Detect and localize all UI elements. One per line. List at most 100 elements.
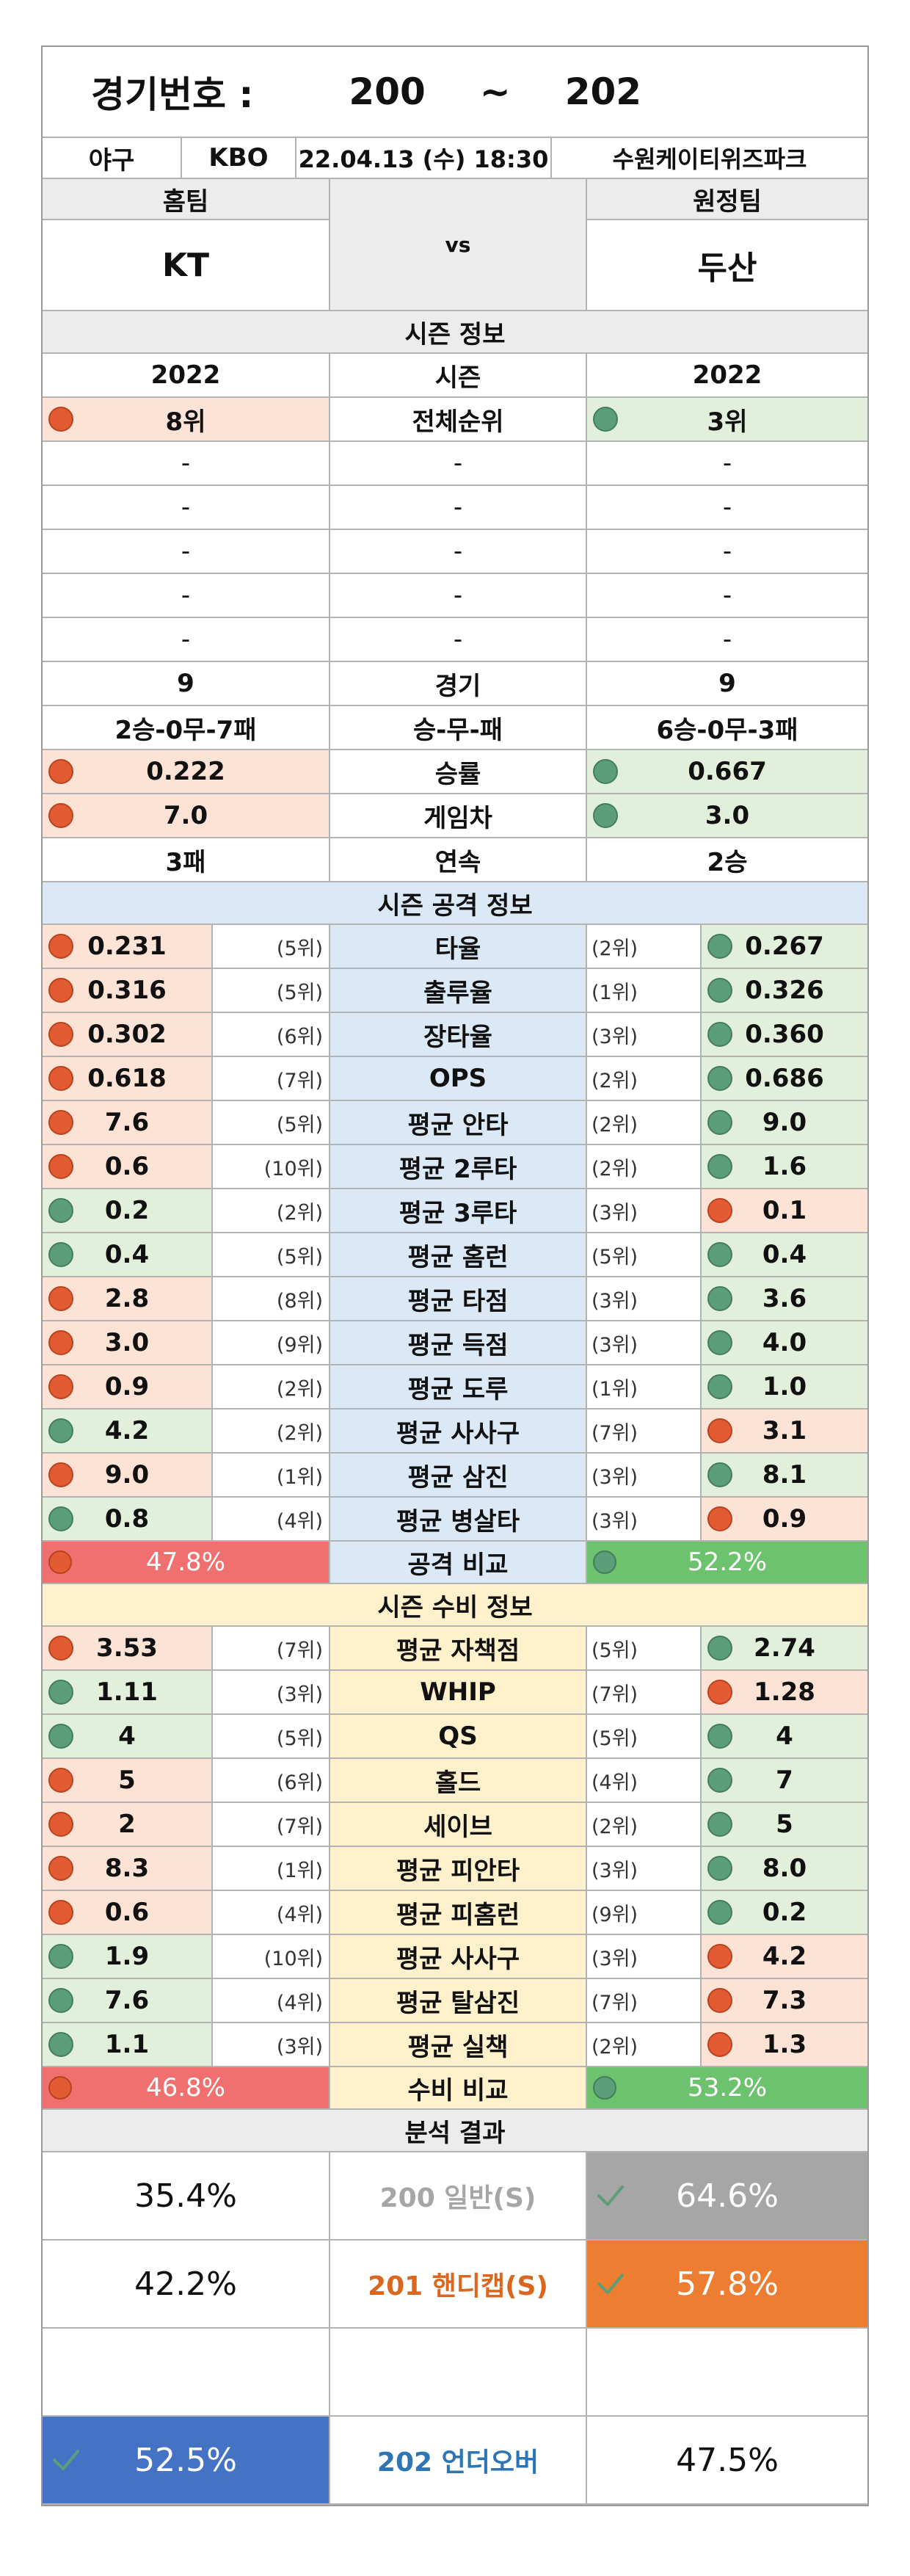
offense-away-rank: (7위) [587,1409,702,1452]
defense-home-value: 1.1 [43,2023,213,2066]
range-end: 202 [564,70,642,113]
green-circle-icon [593,2076,616,2100]
league-cell: KBO [182,138,296,178]
analysis-row [43,2329,867,2417]
red-circle-icon [48,1286,73,1311]
header-row: 경기번호 : 200 ~ 202 [43,47,867,138]
analysis-row: 42.2% 201 핸디캡(S) 57.8% [43,2241,867,2329]
green-circle-icon [707,1066,732,1091]
defense-away-rank: (9위) [587,1891,702,1934]
offense-away-rank: (3위) [587,1498,702,1540]
season-row: --- [43,530,867,574]
season-label: - [330,442,587,485]
green-circle-icon [48,1242,73,1267]
defense-away-rank: (2위) [587,2023,702,2066]
defense-away-value: 0.2 [702,1891,867,1934]
green-circle-icon [48,1724,73,1749]
offense-label: 평균 득점 [330,1321,587,1364]
red-circle-icon [48,1812,73,1837]
season-away-value: - [722,625,732,654]
defense-row: 5 (6위) 홀드 (4위) 7 [43,1759,867,1803]
red-circle-icon [707,1418,732,1443]
season-home-value: 2승-0무-7패 [43,706,330,749]
offense-away-value: 4.0 [702,1321,867,1364]
offense-home-value: 0.231 [43,925,213,968]
analysis-table: 35.4% 200 일반(S) 64.6% 42.2% 201 핸디캡(S) 57.8% 5… [43,2152,867,2505]
offense-table: 0.231 (5위) 타율 (2위) 0.267 0.316 (5위) 출루율 (1위) 0.32… [43,925,867,1542]
offense-row: 7.6 (5위) 평균 안타 (2위) 9.0 [43,1101,867,1145]
season-section-header: 시즌 정보 [43,311,867,354]
analysis-label: 201 핸디캡(S) [330,2241,587,2327]
red-circle-icon [707,1198,732,1223]
offense-away-value: 1.6 [702,1145,867,1188]
defense-home-value: 4 [43,1715,213,1757]
defense-away-rank: (4위) [587,1759,702,1802]
season-home-value: - [43,618,330,661]
season-home-value: 2022 [43,354,330,396]
offense-away-rank: (3위) [587,1277,702,1320]
defense-away-value: 4.2 [702,1935,867,1978]
defense-home-value: 8.3 [43,1847,213,1890]
offense-home-value: 0.316 [43,969,213,1012]
offense-home-rank: (1위) [213,1454,330,1496]
season-home-value: - [43,574,330,617]
offense-label: 평균 타점 [330,1277,587,1320]
offense-home-value: 4.2 [43,1409,213,1452]
analysis-away-value: 57.8% [587,2241,867,2327]
defense-home-rank: (6위) [213,1759,330,1802]
defense-away-rank: (5위) [587,1627,702,1669]
season-home-value: 8위 [43,398,330,440]
offense-title: 시즌 공격 정보 [377,890,533,921]
vs-label: vs [330,179,587,310]
offense-home-value: 0.2 [43,1189,213,1232]
offense-away-value: 0.1 [702,1189,867,1232]
analysis-label: 200 일반(S) [330,2152,587,2239]
offense-row: 0.231 (5위) 타율 (2위) 0.267 [43,925,867,969]
offense-away-value: 0.267 [702,925,867,968]
offense-row: 0.4 (5위) 평균 홈런 (5위) 0.4 [43,1233,867,1277]
red-circle-icon [48,1374,73,1399]
offense-home-value: 7.6 [43,1101,213,1144]
season-row: 0.222 승률 0.667 [43,750,867,794]
defense-compare-row: 46.8% 수비 비교 53.2% [43,2067,867,2110]
red-circle-icon [48,1636,73,1661]
analysis-row: 52.5% 202 언더오버 47.5% [43,2417,867,2505]
analysis-row: 35.4% 200 일반(S) 64.6% [43,2152,867,2241]
defense-away-rank: (3위) [587,1847,702,1890]
offense-away-value: 3.6 [702,1277,867,1320]
analysis-section-header: 분석 결과 [43,2110,867,2152]
season-home-value: - [43,486,330,529]
season-away-value: - [722,537,732,566]
offense-home-rank: (5위) [213,925,330,968]
green-circle-icon [48,1506,73,1531]
defense-home-value: 3.53 [43,1627,213,1669]
defense-home-rank: (7위) [213,1627,330,1669]
defense-home-rank: (7위) [213,1803,330,1846]
season-away-value: - [722,449,732,478]
offense-section-header: 시즌 공격 정보 [43,882,867,925]
offense-label: 평균 도루 [330,1365,587,1408]
defense-away-value: 7.3 [702,1979,867,2022]
offense-home-value: 0.6 [43,1145,213,1188]
offense-label: 평균 2루타 [330,1145,587,1188]
season-away-value: 2승 [707,847,748,877]
offense-away-value: 0.9 [702,1498,867,1540]
offense-compare-home: 47.8% [43,1542,330,1583]
season-away-value: 2022 [692,360,762,390]
defense-home-value: 0.6 [43,1891,213,1934]
defense-away-rank: (2위) [587,1803,702,1846]
offense-row: 4.2 (2위) 평균 사사구 (7위) 3.1 [43,1409,867,1454]
offense-home-rank: (6위) [213,1013,330,1056]
defense-home-rank: (10위) [213,1935,330,1978]
home-label: 홈팀 [43,179,329,220]
offense-home-rank: (2위) [213,1189,330,1232]
offense-home-value: 0.302 [43,1013,213,1056]
season-title: 시즌 정보 [404,319,506,349]
green-circle-icon [707,1636,732,1661]
offense-row: 0.618 (7위) OPS (2위) 0.686 [43,1057,867,1101]
defense-away-value: 1.3 [702,2023,867,2066]
green-circle-icon [707,1110,732,1135]
season-label: 승-무-패 [330,706,587,749]
defense-row: 4 (5위) QS (5위) 4 [43,1715,867,1759]
analysis-away-value [587,2329,867,2415]
